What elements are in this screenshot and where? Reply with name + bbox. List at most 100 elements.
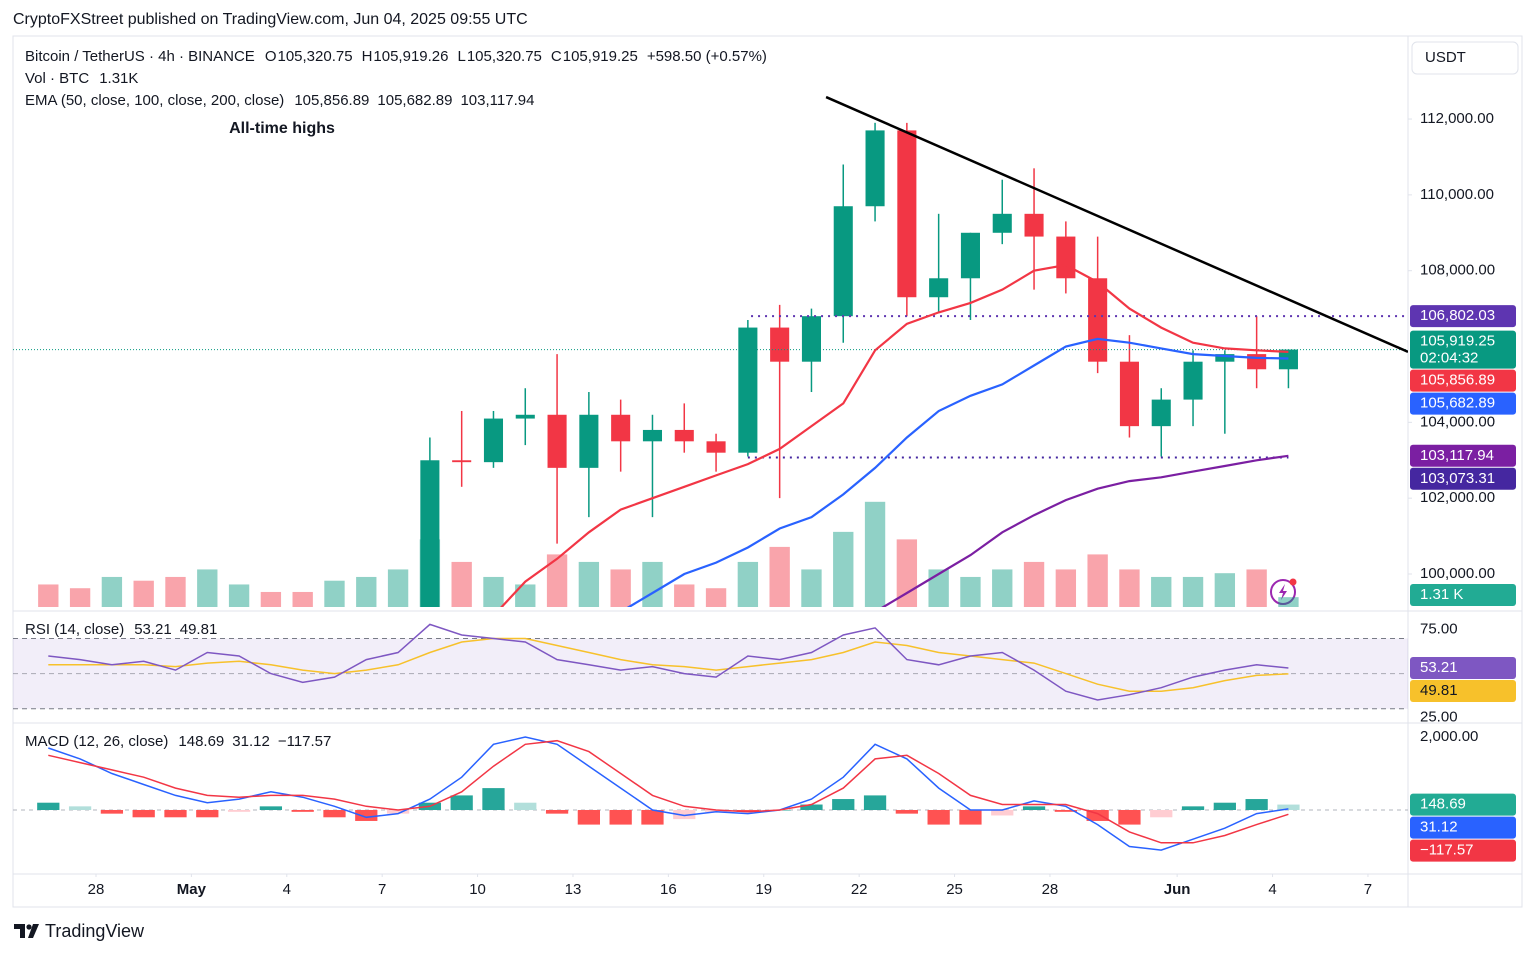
ohlc-value: 105,320.75: [467, 48, 542, 65]
ohlc-key: C: [551, 48, 562, 65]
rsi-value: 49.81: [180, 621, 218, 638]
x-tick-label: 7: [1364, 881, 1372, 898]
volume-bar: [197, 569, 218, 607]
volume-label: Vol · BTC: [25, 70, 89, 87]
macd-tag: [1410, 816, 1516, 839]
macd-histogram-bar: [1245, 799, 1268, 810]
x-tick-label: 28: [1042, 881, 1059, 898]
level-tag: [1410, 467, 1516, 490]
rsi-tag-label: 49.81: [1420, 682, 1458, 699]
x-tick-label: 13: [565, 881, 582, 898]
volume-bar: [578, 561, 600, 607]
candle-body: [579, 414, 599, 468]
candle-body: [770, 327, 790, 362]
volume-bar: [737, 561, 759, 607]
ohlc-value: 105,320.75: [277, 48, 352, 65]
volume-bar: [769, 546, 790, 607]
countdown: 02:04:32: [1420, 350, 1478, 367]
candle-body: [960, 232, 980, 279]
volume-bar: [705, 588, 727, 607]
ohlc-key: O: [265, 48, 277, 65]
main-pane: [13, 95, 1408, 607]
candle-body: [483, 418, 504, 463]
macd-line: [48, 736, 1289, 851]
ema-tag-label: 105,682.89: [1420, 395, 1495, 412]
candle-body: [1183, 361, 1203, 400]
macd-pane: [13, 736, 1408, 851]
candle-body: [1056, 236, 1076, 279]
macd-label: MACD (12, 26, close): [25, 733, 168, 750]
price-change: +598.50 (+0.57%): [647, 48, 767, 65]
macd-value: −117.57: [278, 733, 332, 750]
candle-body: [674, 429, 694, 442]
macd-histogram-bar: [1022, 806, 1046, 810]
volume-bar: [801, 569, 822, 607]
macd-tick-label: 2,000.00: [1420, 728, 1478, 745]
ema-line: [500, 263, 1289, 607]
x-tick-label: 4: [1268, 881, 1276, 898]
macd-tag-label: −117.57: [1420, 842, 1474, 859]
volume-bar: [324, 580, 345, 607]
macd-histogram-bar: [641, 809, 664, 825]
candle-body: [1024, 213, 1044, 237]
volume-bar: [69, 588, 91, 607]
candle-body: [452, 460, 472, 463]
candle-body: [1278, 349, 1298, 370]
rsi-tick-label: 25.00: [1420, 709, 1458, 726]
macd-line: [48, 739, 1289, 844]
y-tick-label: 104,000.00: [1420, 413, 1495, 430]
rsi-pane: [13, 623, 1408, 710]
volume-bar: [992, 569, 1013, 607]
candle-body: [865, 130, 885, 207]
volume-bar: [960, 576, 981, 607]
volume-bar: [1151, 576, 1172, 607]
x-tick-label: 25: [946, 881, 963, 898]
volume-bar: [1087, 554, 1108, 607]
candle-body: [738, 327, 758, 453]
y-tick-label: 102,000.00: [1420, 489, 1495, 506]
macd-tag-label: 148.69: [1420, 796, 1466, 813]
alert-icon[interactable]: [1270, 578, 1297, 605]
macd-histogram-value: 148.69: [178, 733, 224, 750]
y-tick-label: 108,000.00: [1420, 262, 1495, 279]
macd-histogram-bar: [100, 809, 124, 814]
macd-histogram-bar: [355, 809, 378, 821]
macd-histogram-bar: [704, 809, 728, 812]
volume-bar: [833, 531, 854, 607]
macd-histogram-bar: [577, 809, 601, 825]
macd-histogram-bar: [386, 809, 410, 814]
volume-bar: [228, 584, 250, 607]
annotation: All-time highs: [229, 120, 335, 137]
rsi-label: RSI (14, close): [25, 621, 124, 638]
rsi-tick-label: 75.00: [1420, 621, 1458, 638]
rsi-tag: [1410, 679, 1516, 702]
volume-bar: [1023, 561, 1045, 607]
ema-value: 105,682.89: [377, 92, 452, 109]
y-tick-label: 112,000.00: [1420, 110, 1494, 127]
candle-body: [1151, 399, 1171, 427]
x-tick-label: 16: [660, 881, 677, 898]
macd-histogram-bar: [450, 795, 473, 810]
ema-tag-label: 105,856.89: [1420, 372, 1495, 389]
x-tick-label: 7: [378, 881, 386, 898]
trendline: [825, 95, 1408, 353]
volume-bar: [165, 576, 186, 607]
ohlc-key: H: [362, 48, 373, 65]
ema-tag: [1410, 444, 1516, 467]
rsi-tag-label: 53.21: [1420, 659, 1458, 676]
volume-bar: [101, 576, 123, 607]
rsi-value: 53.21: [134, 621, 172, 638]
currency: USDT: [1425, 49, 1466, 66]
ema-tag-label: 103,117.94: [1420, 447, 1494, 464]
level-tag: [1410, 305, 1516, 328]
symbol: Bitcoin / TetherUS · 4h · BINANCE: [25, 48, 255, 65]
macd-histogram-bar: [609, 809, 632, 825]
macd-histogram-bar: [545, 809, 569, 814]
currency-box[interactable]: [1411, 41, 1519, 75]
volume-bar: [1214, 573, 1236, 607]
candle-body: [1247, 354, 1267, 370]
published-note: CryptoFXStreet published on TradingView.…: [13, 11, 528, 28]
volume-bar: [546, 554, 568, 607]
volume-bar: [1119, 569, 1140, 607]
